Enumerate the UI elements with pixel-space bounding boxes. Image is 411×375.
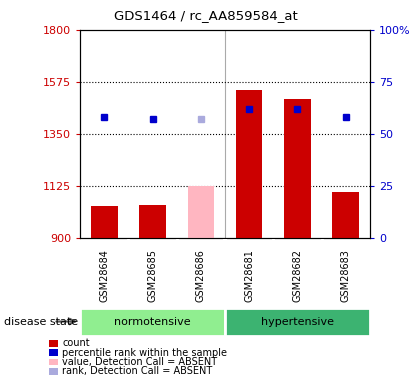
Text: GSM28684: GSM28684 [99, 249, 109, 302]
Text: rank, Detection Call = ABSENT: rank, Detection Call = ABSENT [62, 366, 213, 375]
Text: GSM28682: GSM28682 [293, 249, 302, 302]
Bar [284, 99, 311, 238]
Bar [332, 192, 359, 238]
Text: percentile rank within the sample: percentile rank within the sample [62, 348, 227, 357]
Bar [236, 90, 263, 238]
Text: count: count [62, 338, 90, 348]
Text: GSM28686: GSM28686 [196, 249, 206, 302]
Bar [139, 205, 166, 238]
Text: GSM28681: GSM28681 [244, 249, 254, 302]
Bar [91, 206, 118, 238]
Text: GDS1464 / rc_AA859584_at: GDS1464 / rc_AA859584_at [113, 9, 298, 22]
Bar [187, 186, 214, 238]
Bar [80, 308, 225, 336]
Bar [225, 308, 370, 336]
Text: value, Detection Call = ABSENT: value, Detection Call = ABSENT [62, 357, 217, 367]
Text: GSM28685: GSM28685 [148, 249, 157, 302]
Text: hypertensive: hypertensive [261, 316, 334, 327]
Text: disease state: disease state [4, 316, 78, 327]
Text: normotensive: normotensive [114, 316, 191, 327]
Text: GSM28683: GSM28683 [341, 249, 351, 302]
